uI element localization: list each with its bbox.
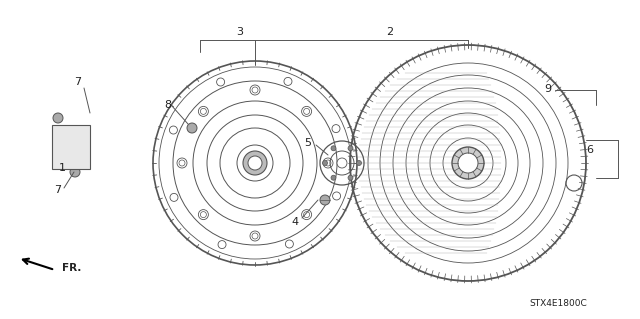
Text: 5: 5: [305, 138, 312, 148]
Text: 3: 3: [237, 27, 243, 37]
Text: 1: 1: [58, 163, 65, 173]
Circle shape: [252, 87, 258, 93]
Circle shape: [198, 106, 209, 116]
Circle shape: [250, 85, 260, 95]
Text: 8: 8: [164, 100, 172, 110]
Circle shape: [320, 195, 330, 205]
Text: FR.: FR.: [62, 263, 81, 273]
Circle shape: [70, 167, 80, 177]
Circle shape: [337, 158, 347, 168]
Circle shape: [301, 210, 312, 219]
Circle shape: [179, 160, 185, 166]
Circle shape: [53, 113, 63, 123]
Text: 4: 4: [291, 217, 299, 227]
Circle shape: [348, 175, 353, 180]
Circle shape: [177, 158, 187, 168]
Circle shape: [325, 160, 331, 166]
Circle shape: [458, 153, 478, 173]
Circle shape: [303, 211, 310, 218]
Text: STX4E1800C: STX4E1800C: [529, 299, 587, 308]
Circle shape: [323, 160, 328, 166]
Text: 9: 9: [545, 84, 552, 94]
Circle shape: [301, 106, 312, 116]
Circle shape: [303, 108, 310, 115]
Text: 6: 6: [586, 145, 593, 155]
Circle shape: [331, 175, 336, 180]
Circle shape: [200, 108, 206, 115]
Circle shape: [331, 146, 336, 151]
Circle shape: [243, 151, 267, 175]
Circle shape: [323, 158, 333, 168]
Circle shape: [252, 233, 258, 239]
Text: 2: 2: [387, 27, 394, 37]
Text: 7: 7: [74, 77, 81, 87]
Text: 7: 7: [54, 185, 61, 195]
Circle shape: [187, 123, 197, 133]
Circle shape: [248, 156, 262, 170]
Circle shape: [250, 231, 260, 241]
FancyBboxPatch shape: [52, 125, 90, 169]
Circle shape: [452, 147, 484, 179]
Circle shape: [198, 210, 209, 219]
Circle shape: [356, 160, 362, 166]
Circle shape: [200, 211, 206, 218]
Circle shape: [348, 146, 353, 151]
